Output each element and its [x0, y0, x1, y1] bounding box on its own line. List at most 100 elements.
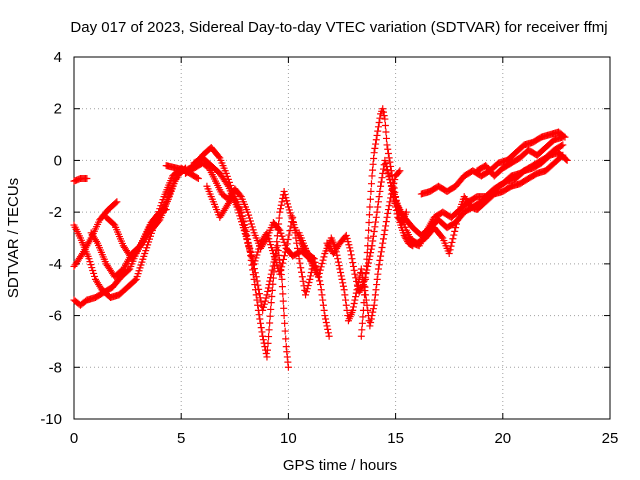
data-point	[363, 248, 371, 256]
data-point	[374, 203, 382, 211]
data-point	[370, 149, 378, 157]
data-point	[263, 229, 271, 237]
data-point	[93, 237, 101, 245]
data-point	[260, 300, 268, 308]
y-tick-labels: -10 -8 -6 -4 -2 0 2 4	[40, 49, 62, 428]
data-point	[361, 291, 369, 299]
data-point	[373, 275, 381, 283]
data-point	[245, 211, 253, 219]
data-point	[322, 315, 330, 323]
data-point	[358, 319, 366, 327]
data-point	[355, 288, 363, 296]
data-point	[367, 315, 375, 323]
data-point	[246, 214, 254, 222]
data-point	[320, 306, 328, 314]
data-point	[268, 266, 276, 274]
data-point	[375, 119, 383, 127]
data-point	[374, 270, 382, 278]
data-point	[252, 254, 260, 262]
data-point	[259, 336, 267, 344]
data-point	[269, 262, 277, 270]
data-point	[287, 212, 295, 220]
data-point	[319, 301, 327, 309]
data-point	[373, 131, 381, 139]
data-point	[453, 216, 461, 224]
data-point	[238, 218, 246, 226]
data-point	[294, 244, 302, 252]
data-point	[252, 273, 260, 281]
data-point	[374, 123, 382, 131]
data-point	[351, 270, 359, 278]
data-point	[350, 300, 358, 308]
x-tick-label: 0	[70, 430, 78, 447]
data-point	[278, 232, 286, 240]
data-point	[362, 269, 370, 277]
data-point	[360, 277, 368, 285]
data-point	[349, 262, 357, 270]
data-point	[375, 261, 383, 269]
data-point	[254, 248, 262, 256]
data-point	[353, 281, 361, 289]
data-point	[366, 195, 374, 203]
data-point	[336, 265, 344, 273]
data-point	[317, 263, 325, 271]
data-point	[237, 208, 245, 216]
data-point	[254, 281, 262, 289]
data-point	[384, 150, 392, 158]
data-point	[276, 208, 284, 216]
data-point	[305, 278, 313, 286]
x-tick-label: 20	[494, 430, 511, 447]
data-point	[363, 255, 371, 263]
data-point	[297, 264, 305, 272]
data-point	[359, 306, 367, 314]
data-point	[240, 221, 248, 229]
data-point	[372, 286, 380, 294]
data-point	[380, 112, 388, 120]
data-point	[283, 240, 291, 248]
data-point	[373, 281, 381, 289]
data-point	[367, 245, 375, 253]
data-point	[267, 299, 275, 307]
data-point	[370, 228, 378, 236]
data-point	[278, 275, 286, 283]
data-point	[306, 275, 314, 283]
data-point	[249, 226, 257, 234]
data-point	[282, 335, 290, 343]
data-point	[280, 187, 288, 195]
data-point	[367, 318, 375, 326]
data-point	[253, 251, 261, 259]
data-point	[381, 226, 389, 234]
data-point	[267, 270, 275, 278]
data-point	[319, 256, 327, 264]
data-point	[559, 133, 567, 141]
y-tick-label: -8	[49, 359, 62, 376]
data-point	[298, 273, 306, 281]
data-point	[451, 227, 459, 235]
data-point	[337, 268, 345, 276]
data-point	[268, 244, 276, 252]
data-point	[381, 156, 389, 164]
data-point	[271, 255, 279, 263]
data-point	[447, 242, 455, 250]
data-point	[250, 260, 258, 268]
data-point	[351, 296, 359, 304]
data-point	[320, 253, 328, 261]
data-point	[261, 343, 269, 351]
y-tick-label: 0	[54, 152, 62, 169]
data-point	[345, 241, 353, 249]
data-point	[277, 229, 285, 237]
data-point	[369, 237, 377, 245]
data-point	[251, 257, 259, 265]
data-point	[251, 281, 259, 289]
x-tick-label: 15	[387, 430, 404, 447]
data-point	[383, 167, 391, 175]
data-point	[302, 288, 310, 296]
data-point	[245, 242, 253, 250]
data-point	[369, 305, 377, 313]
data-point	[366, 322, 374, 330]
data-point	[352, 274, 360, 282]
data-point	[239, 217, 247, 225]
data-point	[266, 238, 274, 246]
data-point	[113, 198, 121, 206]
data-point	[78, 251, 86, 259]
